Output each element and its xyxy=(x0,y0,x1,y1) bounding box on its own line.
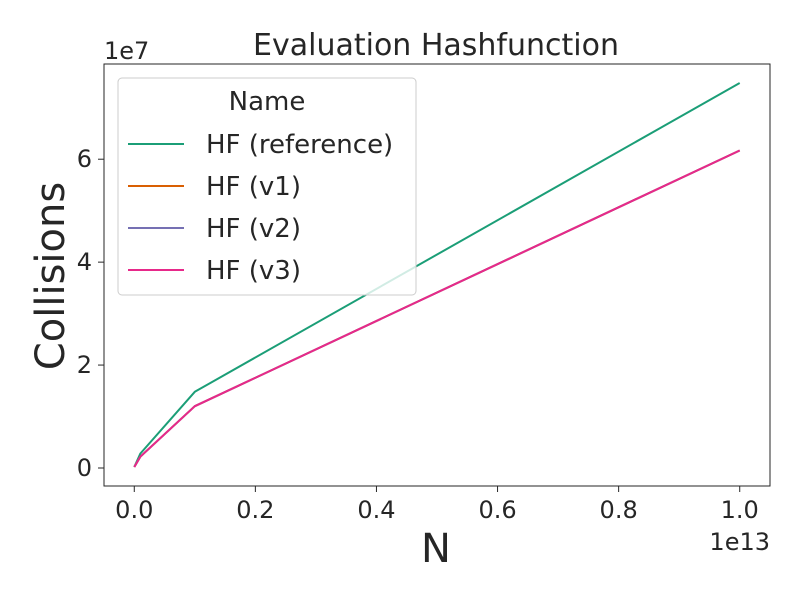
y-axis-label: Collisions xyxy=(28,182,74,370)
x-offset-label: 1e13 xyxy=(709,528,770,556)
series-line-3 xyxy=(133,149,741,468)
legend-title: Name xyxy=(229,87,306,117)
x-tick-label: 0.0 xyxy=(115,496,153,524)
tick-layer: 0.0 0.2 0.4 0.6 0.8 1.0 0 2 4 6 xyxy=(77,145,759,524)
chart-title: Evaluation Hashfunction xyxy=(253,28,619,63)
legend-label-3: HF (v3) xyxy=(206,256,301,286)
y-tick-label: 0 xyxy=(77,454,92,482)
series-layer xyxy=(133,82,741,468)
x-tick-label: 0.2 xyxy=(236,496,274,524)
y-tick-label: 6 xyxy=(77,145,92,173)
x-tick-label: 0.6 xyxy=(478,496,516,524)
legend-label-2: HF (v2) xyxy=(206,214,301,244)
legend-label-0: HF (reference) xyxy=(206,130,393,160)
legend: Name HF (reference) HF (v1) HF (v2) HF (v3) xyxy=(117,77,417,296)
x-tick-label: 0.4 xyxy=(357,496,395,524)
y-offset-label: 1e7 xyxy=(104,37,149,65)
x-tick-label: 1.0 xyxy=(721,496,759,524)
legend-label-1: HF (v1) xyxy=(206,172,301,202)
y-tick-label: 2 xyxy=(77,351,92,379)
legend-box xyxy=(117,77,417,296)
x-axis-label: N xyxy=(421,526,451,572)
x-tick-label: 0.8 xyxy=(600,496,638,524)
y-tick-label: 4 xyxy=(77,248,92,276)
